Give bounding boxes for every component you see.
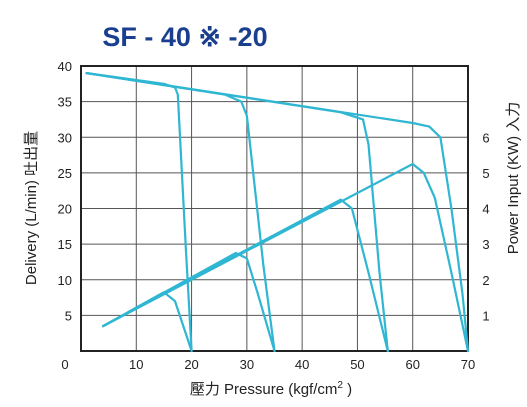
- y-left-tick-label: 40: [58, 59, 72, 74]
- x-axis-label: 壓力 Pressure (kgf/cm2 ): [190, 380, 352, 398]
- x-tick-label: 40: [295, 357, 309, 372]
- y-right-tick-label: 6: [482, 130, 489, 145]
- x-tick-labels: 0 10 20 30 40 50 60 70: [61, 357, 475, 372]
- y-left-tick-labels: 5 10 15 20 25 30 35 40: [58, 59, 72, 323]
- y-left-axis-label: Delivery (L/min) 吐出量: [23, 131, 40, 285]
- y-right-axis-label: Power Input (KW) 入力: [505, 102, 522, 255]
- y-right-tick-label: 5: [482, 166, 489, 181]
- x-axis-label-superscript: 2: [337, 380, 343, 391]
- y-right-tick-label: 4: [482, 202, 489, 217]
- x-tick-label: 60: [405, 357, 419, 372]
- delivery-line-1: [85, 71, 193, 353]
- y-left-tick-label: 10: [58, 273, 72, 288]
- y-left-tick-label: 30: [58, 130, 72, 145]
- y-right-tick-label: 1: [482, 308, 489, 323]
- x-tick-label: 70: [461, 357, 475, 372]
- delivery-line-2: [85, 71, 276, 353]
- y-left-tick-label: 20: [58, 202, 72, 217]
- power-input-line-6: [101, 251, 276, 353]
- power-input-line-8: [101, 162, 470, 353]
- y-left-tick-label: 5: [65, 308, 72, 323]
- x-tick-label: 20: [184, 357, 198, 372]
- series-lines: [85, 71, 470, 353]
- x-tick-label: 10: [129, 357, 143, 372]
- x-tick-label: 0: [61, 357, 68, 372]
- y-right-tick-labels: 1 2 3 4 5 6: [482, 130, 489, 323]
- delivery-line-4: [85, 71, 470, 353]
- y-left-tick-label: 35: [58, 95, 72, 110]
- x-axis-label-end: ): [343, 381, 352, 398]
- y-right-tick-label: 3: [482, 237, 489, 252]
- power-input-line-7: [101, 198, 389, 353]
- y-left-tick-label: 25: [58, 166, 72, 181]
- y-left-tick-label: 15: [58, 237, 72, 252]
- chart-title: SF - 40 ※ -20: [102, 22, 267, 52]
- x-tick-label: 50: [350, 357, 364, 372]
- x-tick-label: 30: [240, 357, 254, 372]
- y-right-tick-label: 2: [482, 273, 489, 288]
